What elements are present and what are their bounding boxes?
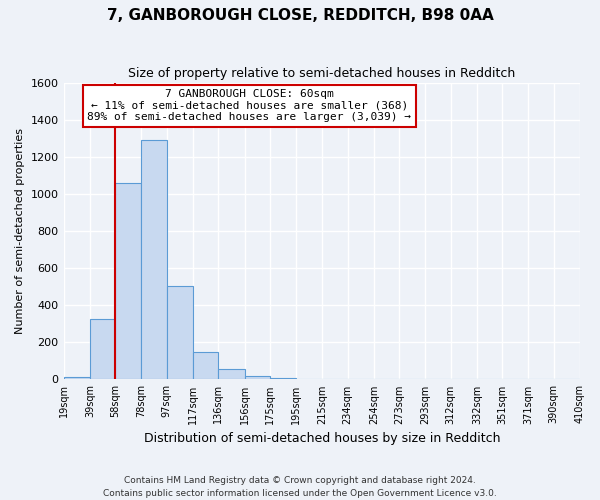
- X-axis label: Distribution of semi-detached houses by size in Redditch: Distribution of semi-detached houses by …: [143, 432, 500, 445]
- Y-axis label: Number of semi-detached properties: Number of semi-detached properties: [15, 128, 25, 334]
- Bar: [269, 378, 296, 380]
- Bar: [218, 369, 245, 380]
- Bar: [167, 286, 193, 380]
- Text: 7 GANBOROUGH CLOSE: 60sqm
← 11% of semi-detached houses are smaller (368)
89% of: 7 GANBOROUGH CLOSE: 60sqm ← 11% of semi-…: [88, 89, 412, 122]
- Bar: [115, 183, 142, 380]
- Text: 7, GANBOROUGH CLOSE, REDDITCH, B98 0AA: 7, GANBOROUGH CLOSE, REDDITCH, B98 0AA: [107, 8, 493, 22]
- Bar: [142, 140, 167, 380]
- Bar: [90, 319, 115, 380]
- Bar: [64, 376, 90, 380]
- Title: Size of property relative to semi-detached houses in Redditch: Size of property relative to semi-detach…: [128, 68, 515, 80]
- Bar: [193, 352, 218, 380]
- Bar: [245, 376, 269, 380]
- Text: Contains HM Land Registry data © Crown copyright and database right 2024.
Contai: Contains HM Land Registry data © Crown c…: [103, 476, 497, 498]
